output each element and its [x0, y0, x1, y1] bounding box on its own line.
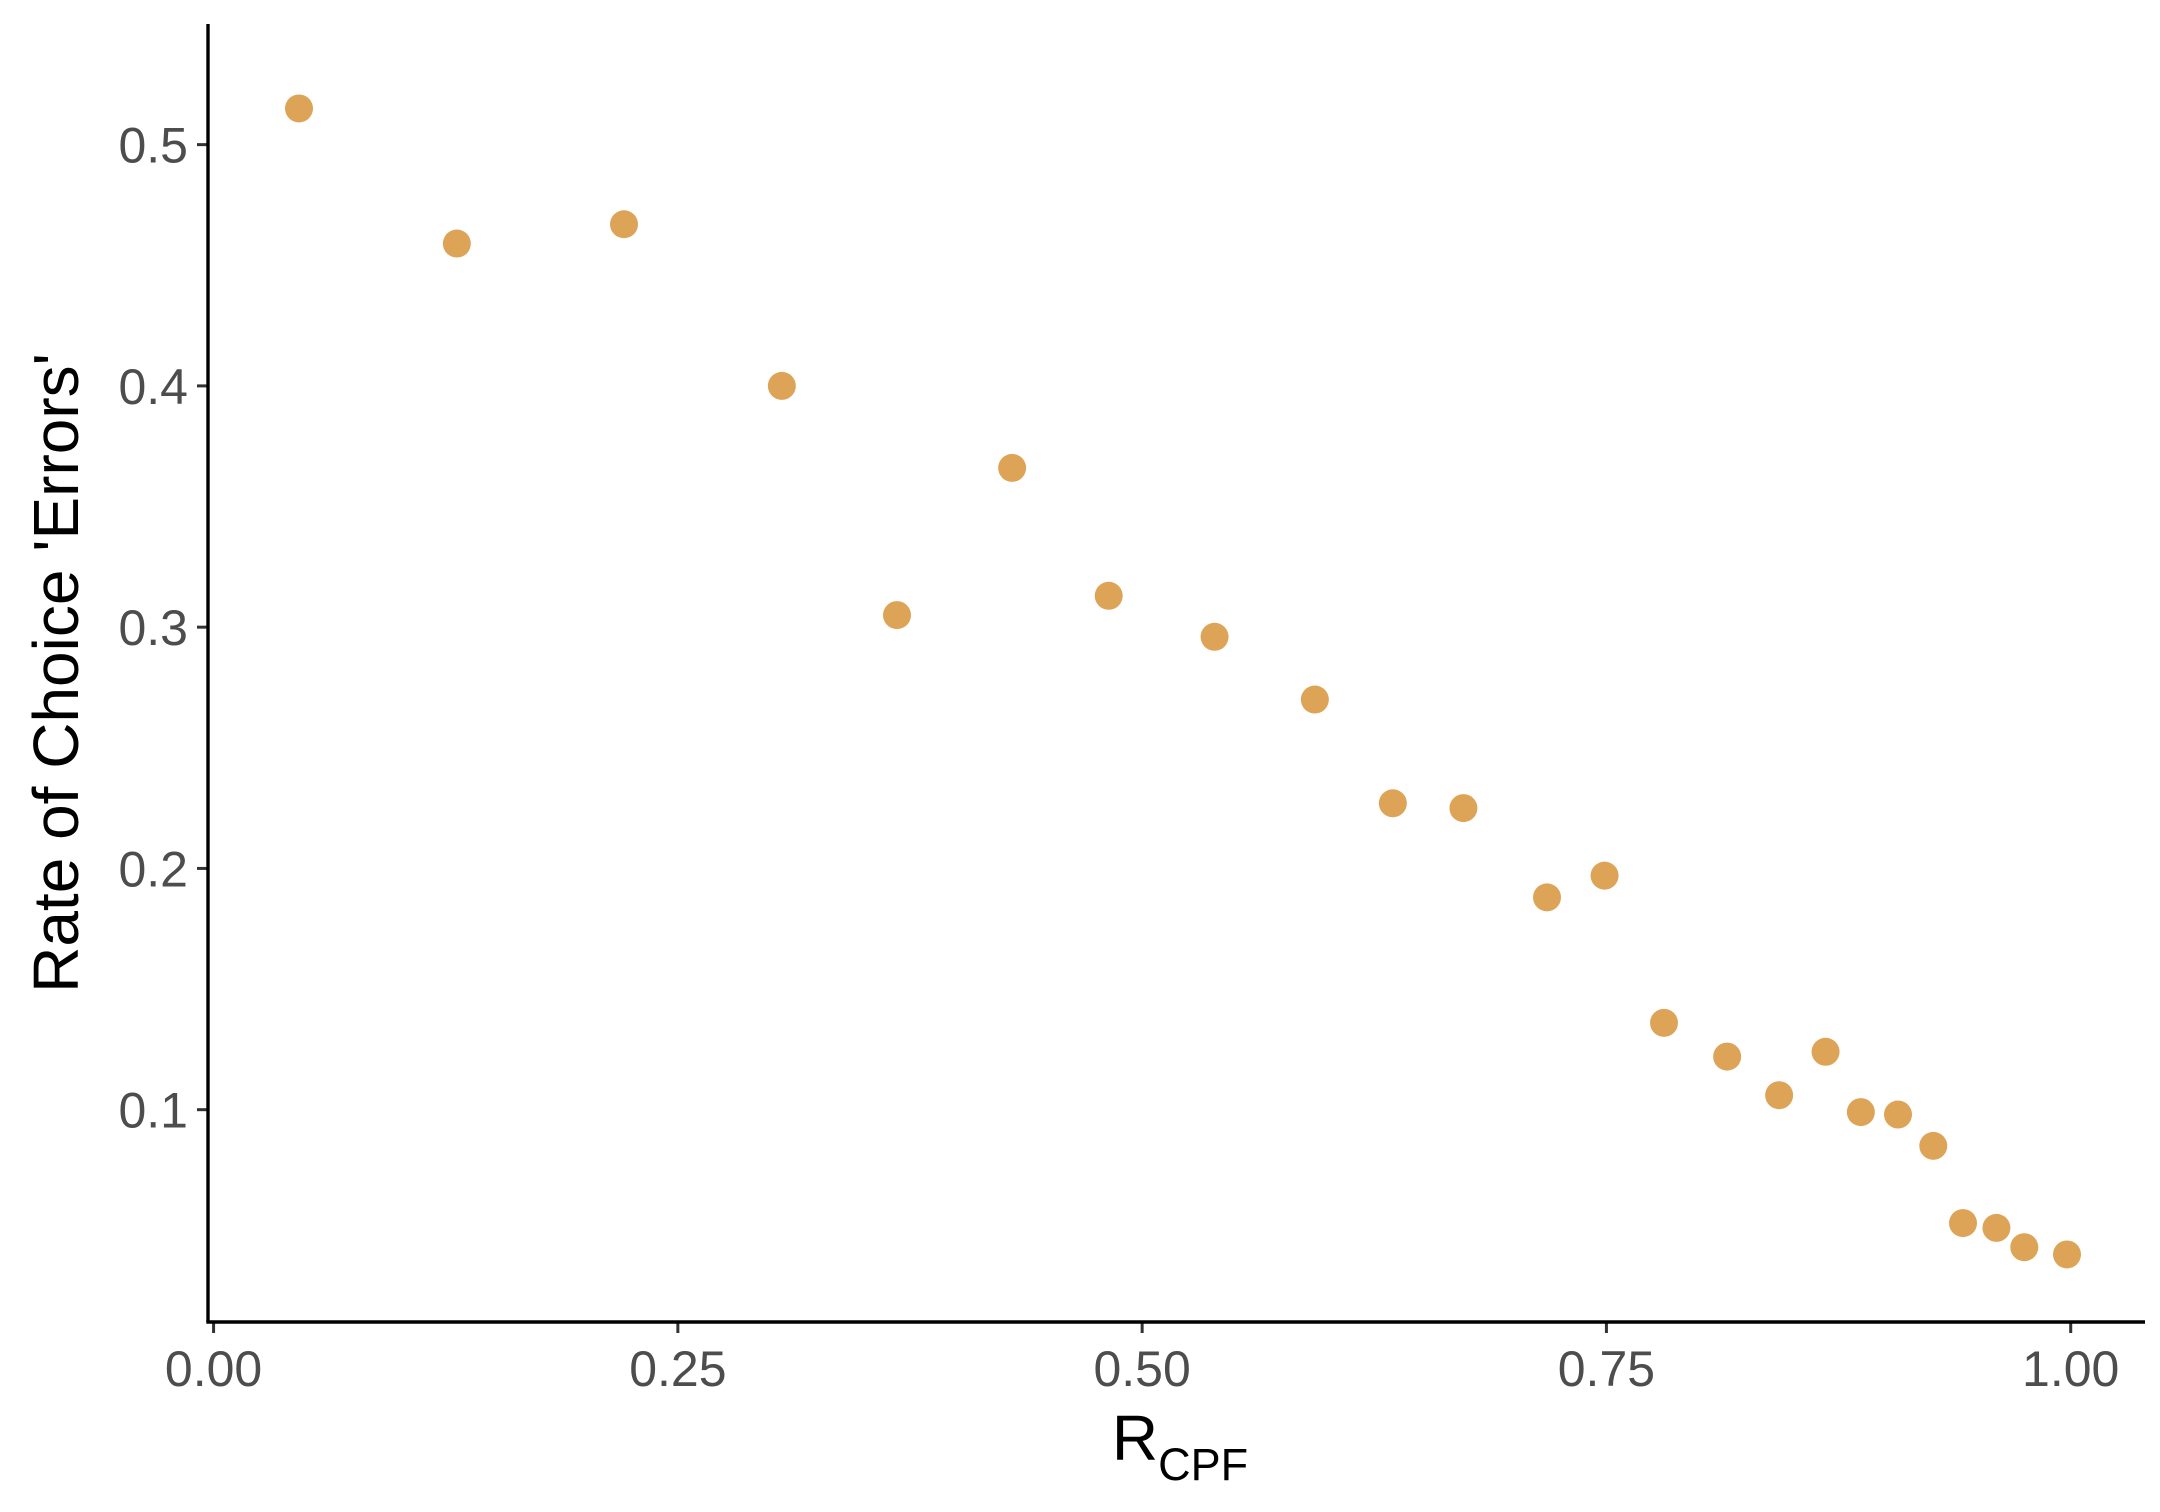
- data-point: [767, 371, 796, 400]
- x-tick-label: 1.00: [2022, 1341, 2119, 1397]
- data-point: [1765, 1081, 1794, 1110]
- x-tick-label: 0.25: [629, 1341, 726, 1397]
- data-point: [1919, 1131, 1948, 1160]
- x-tick-label: 0.75: [1558, 1341, 1655, 1397]
- x-axis-title-main: R: [1112, 1402, 1158, 1474]
- data-point: [1449, 794, 1478, 823]
- data-point: [1300, 685, 1329, 714]
- y-tick-label: 0.3: [118, 600, 188, 656]
- data-point: [1949, 1209, 1977, 1238]
- data-point: [1884, 1100, 1912, 1129]
- data-point: [1200, 622, 1229, 651]
- y-tick-label: 0.5: [118, 118, 188, 174]
- data-point: [285, 94, 313, 123]
- x-tick-label: 0.50: [1093, 1341, 1190, 1397]
- data-point: [883, 601, 911, 630]
- data-point: [1590, 861, 1619, 890]
- data-point: [610, 210, 638, 239]
- data-point: [1378, 789, 1407, 818]
- y-axis-title: Rate of Choice 'Errors': [20, 353, 92, 993]
- data-point: [1650, 1008, 1678, 1037]
- data-point: [1846, 1098, 1875, 1127]
- data-point: [998, 453, 1027, 482]
- y-tick-label: 0.1: [118, 1083, 188, 1139]
- x-tick-label: 0.00: [165, 1341, 262, 1397]
- data-points: [285, 94, 2081, 1269]
- data-point: [2010, 1233, 2039, 1262]
- x-axis-title-subscript: CPF: [1158, 1439, 1248, 1490]
- y-tick-label: 0.2: [118, 841, 188, 897]
- data-point: [1533, 883, 1561, 912]
- data-point: [1811, 1037, 1840, 1066]
- data-point: [1982, 1213, 2011, 1242]
- y-tick-label: 0.4: [118, 359, 188, 415]
- data-point: [1094, 581, 1123, 610]
- axis-ticks: 0.00 0.25 0.50 0.75 1.00 0.1 0.2 0.3 0.4 0.5: [118, 118, 2119, 1397]
- data-point: [1713, 1042, 1742, 1071]
- data-point: [442, 229, 471, 258]
- data-point: [2053, 1240, 2081, 1269]
- x-axis-title: RCPF: [1112, 1402, 1248, 1490]
